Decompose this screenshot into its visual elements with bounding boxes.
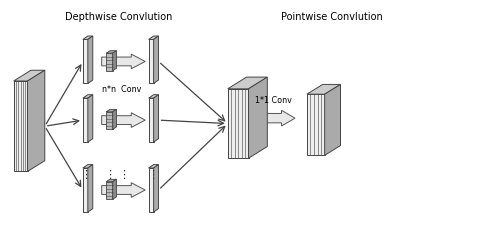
Polygon shape bbox=[228, 77, 268, 89]
Polygon shape bbox=[106, 179, 117, 182]
Text: Depthwise Convlution: Depthwise Convlution bbox=[66, 12, 172, 22]
Polygon shape bbox=[106, 112, 112, 130]
Polygon shape bbox=[83, 98, 88, 142]
Polygon shape bbox=[112, 179, 116, 199]
Polygon shape bbox=[148, 98, 154, 142]
Polygon shape bbox=[83, 40, 88, 84]
Text: ⋮: ⋮ bbox=[118, 170, 129, 179]
Text: Pointwise Convlution: Pointwise Convlution bbox=[280, 12, 382, 22]
Polygon shape bbox=[112, 109, 116, 130]
Polygon shape bbox=[88, 36, 93, 84]
Polygon shape bbox=[102, 113, 145, 128]
Text: ⋮: ⋮ bbox=[80, 170, 92, 179]
Polygon shape bbox=[148, 164, 158, 168]
Polygon shape bbox=[28, 70, 45, 172]
Polygon shape bbox=[102, 183, 145, 197]
Text: 1*1 Conv: 1*1 Conv bbox=[256, 96, 292, 106]
Polygon shape bbox=[14, 70, 45, 81]
Polygon shape bbox=[106, 53, 112, 71]
Polygon shape bbox=[253, 110, 295, 126]
Text: ⋮: ⋮ bbox=[104, 170, 115, 179]
Polygon shape bbox=[154, 164, 158, 212]
Text: ⋮: ⋮ bbox=[146, 170, 158, 179]
Polygon shape bbox=[307, 94, 324, 155]
Polygon shape bbox=[324, 84, 340, 155]
Polygon shape bbox=[88, 164, 93, 212]
Text: n*n  Conv: n*n Conv bbox=[102, 85, 141, 94]
Polygon shape bbox=[106, 109, 117, 112]
Polygon shape bbox=[83, 36, 93, 40]
Polygon shape bbox=[83, 164, 93, 168]
Polygon shape bbox=[102, 54, 145, 69]
Polygon shape bbox=[148, 168, 154, 212]
Polygon shape bbox=[154, 95, 158, 142]
Polygon shape bbox=[307, 84, 340, 94]
Polygon shape bbox=[148, 40, 154, 84]
Polygon shape bbox=[106, 51, 117, 53]
Polygon shape bbox=[83, 95, 93, 98]
Polygon shape bbox=[112, 51, 116, 71]
Polygon shape bbox=[14, 81, 28, 172]
Polygon shape bbox=[154, 36, 158, 84]
Polygon shape bbox=[83, 168, 88, 212]
Polygon shape bbox=[148, 95, 158, 98]
Polygon shape bbox=[228, 89, 248, 158]
Polygon shape bbox=[148, 36, 158, 40]
Polygon shape bbox=[248, 77, 268, 158]
Polygon shape bbox=[88, 95, 93, 142]
Polygon shape bbox=[106, 182, 112, 199]
